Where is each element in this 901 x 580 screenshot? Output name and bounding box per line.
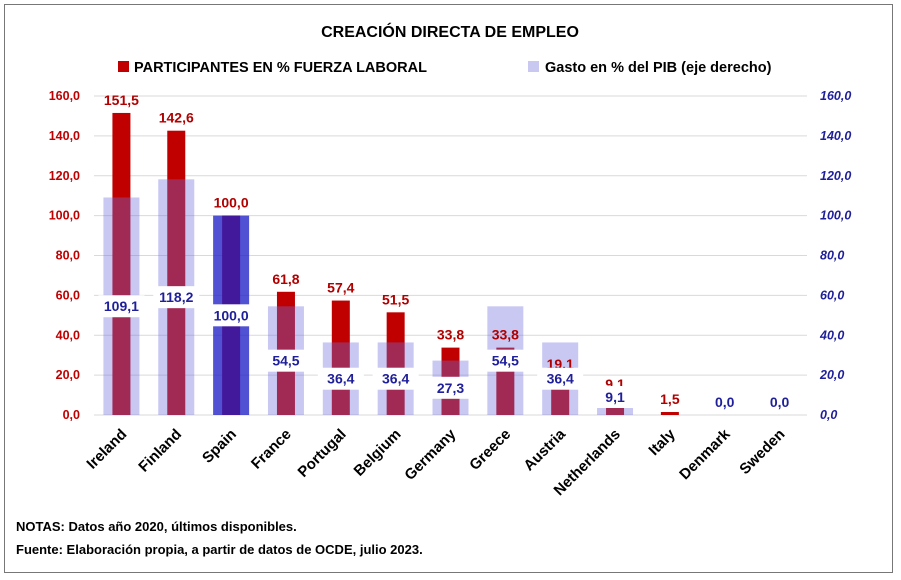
data-label-box: [98, 295, 145, 318]
y-tick-right: 100,0: [820, 209, 851, 223]
y-tick-left: 100,0: [49, 209, 80, 223]
data-label-participantes: 51,5: [382, 291, 409, 307]
y-tick-right: 0,0: [820, 408, 837, 422]
data-label-box: [427, 376, 474, 399]
chart-title: CREACIÓN DIRECTA DE EMPLEO: [321, 22, 579, 41]
data-label-participantes: 0,0: [770, 394, 790, 410]
x-tick-label: Ireland: [83, 426, 130, 473]
data-label-participantes: 0,0: [715, 394, 735, 410]
y-tick-left: 40,0: [56, 328, 80, 342]
chart-frame: [4, 4, 893, 573]
legend-label-gasto: Gasto en % del PIB (eje derecho): [545, 60, 772, 76]
y-tick-right: 140,0: [820, 129, 851, 143]
data-label-participantes: 61,8: [272, 271, 299, 287]
legend-swatch-participantes: [118, 61, 129, 72]
y-tick-left: 80,0: [56, 249, 80, 263]
data-label-gasto: 27,3: [437, 380, 464, 396]
y-tick-right: 80,0: [820, 249, 844, 263]
y-tick-left: 160,0: [49, 89, 80, 103]
data-label-box: [208, 304, 255, 327]
data-label-box: [372, 367, 419, 390]
x-tick-label: Germany: [401, 425, 459, 483]
data-label-gasto: 118,2: [159, 289, 193, 305]
data-label-gasto: 109,1: [104, 298, 139, 314]
data-label-participantes: 100,0: [214, 195, 249, 211]
y-tick-left: 20,0: [56, 368, 80, 382]
x-tick-label: Greece: [466, 426, 514, 474]
x-tick-label: Belgium: [351, 426, 405, 480]
data-label-gasto: 54,5: [492, 353, 519, 369]
bar-participantes: [660, 412, 679, 415]
data-label-participantes: 33,8: [437, 327, 464, 343]
data-label-participantes: 151,5: [104, 92, 139, 108]
y-tick-right: 160,0: [820, 89, 851, 103]
data-label-box: [317, 367, 364, 390]
data-label-gasto: 36,4: [382, 371, 409, 387]
y-tick-right: 20,0: [819, 368, 844, 382]
data-label-participantes: 142,6: [159, 110, 194, 126]
data-label-box: [537, 367, 584, 390]
data-label-participantes: 1,5: [660, 391, 680, 407]
x-tick-label: Austria: [520, 425, 569, 474]
data-label-gasto: 54,5: [272, 353, 299, 369]
x-tick-label: Portugal: [295, 426, 350, 481]
legend-swatch-gasto: [528, 61, 539, 72]
x-tick-label: Spain: [199, 426, 240, 467]
data-label-box: [262, 349, 309, 372]
data-label-participantes: 57,4: [327, 280, 354, 296]
x-tick-label: Finland: [135, 426, 185, 476]
y-tick-left: 140,0: [49, 129, 80, 143]
data-label-gasto: 36,4: [327, 371, 354, 387]
x-tick-label: Italy: [645, 425, 679, 459]
y-tick-left: 120,0: [49, 169, 80, 183]
legend-label-participantes: PARTICIPANTES EN % FUERZA LABORAL: [134, 60, 427, 76]
notes-line: NOTAS: Datos año 2020, últimos disponibl…: [16, 519, 297, 534]
y-tick-left: 0,0: [63, 408, 80, 422]
x-tick-label: France: [248, 426, 295, 473]
data-label-box: [153, 286, 200, 309]
data-label-box: [482, 349, 529, 372]
y-tick-right: 120,0: [820, 169, 851, 183]
data-label-participantes: 33,8: [492, 327, 519, 343]
bar-participantes: [112, 112, 131, 416]
y-tick-left: 60,0: [56, 288, 80, 302]
data-label-box: [592, 386, 639, 408]
x-tick-label: Denmark: [676, 425, 734, 483]
y-tick-right: 40,0: [819, 328, 844, 342]
data-label-gasto: 100,0: [214, 307, 249, 323]
data-label-gasto: 9,1: [605, 389, 625, 405]
y-tick-right: 60,0: [820, 288, 844, 302]
bar-participantes: [167, 130, 186, 415]
data-label-gasto: 36,4: [547, 371, 574, 387]
source-line: Fuente: Elaboración propia, a partir de …: [16, 542, 423, 557]
x-tick-label: Sweden: [736, 426, 788, 478]
